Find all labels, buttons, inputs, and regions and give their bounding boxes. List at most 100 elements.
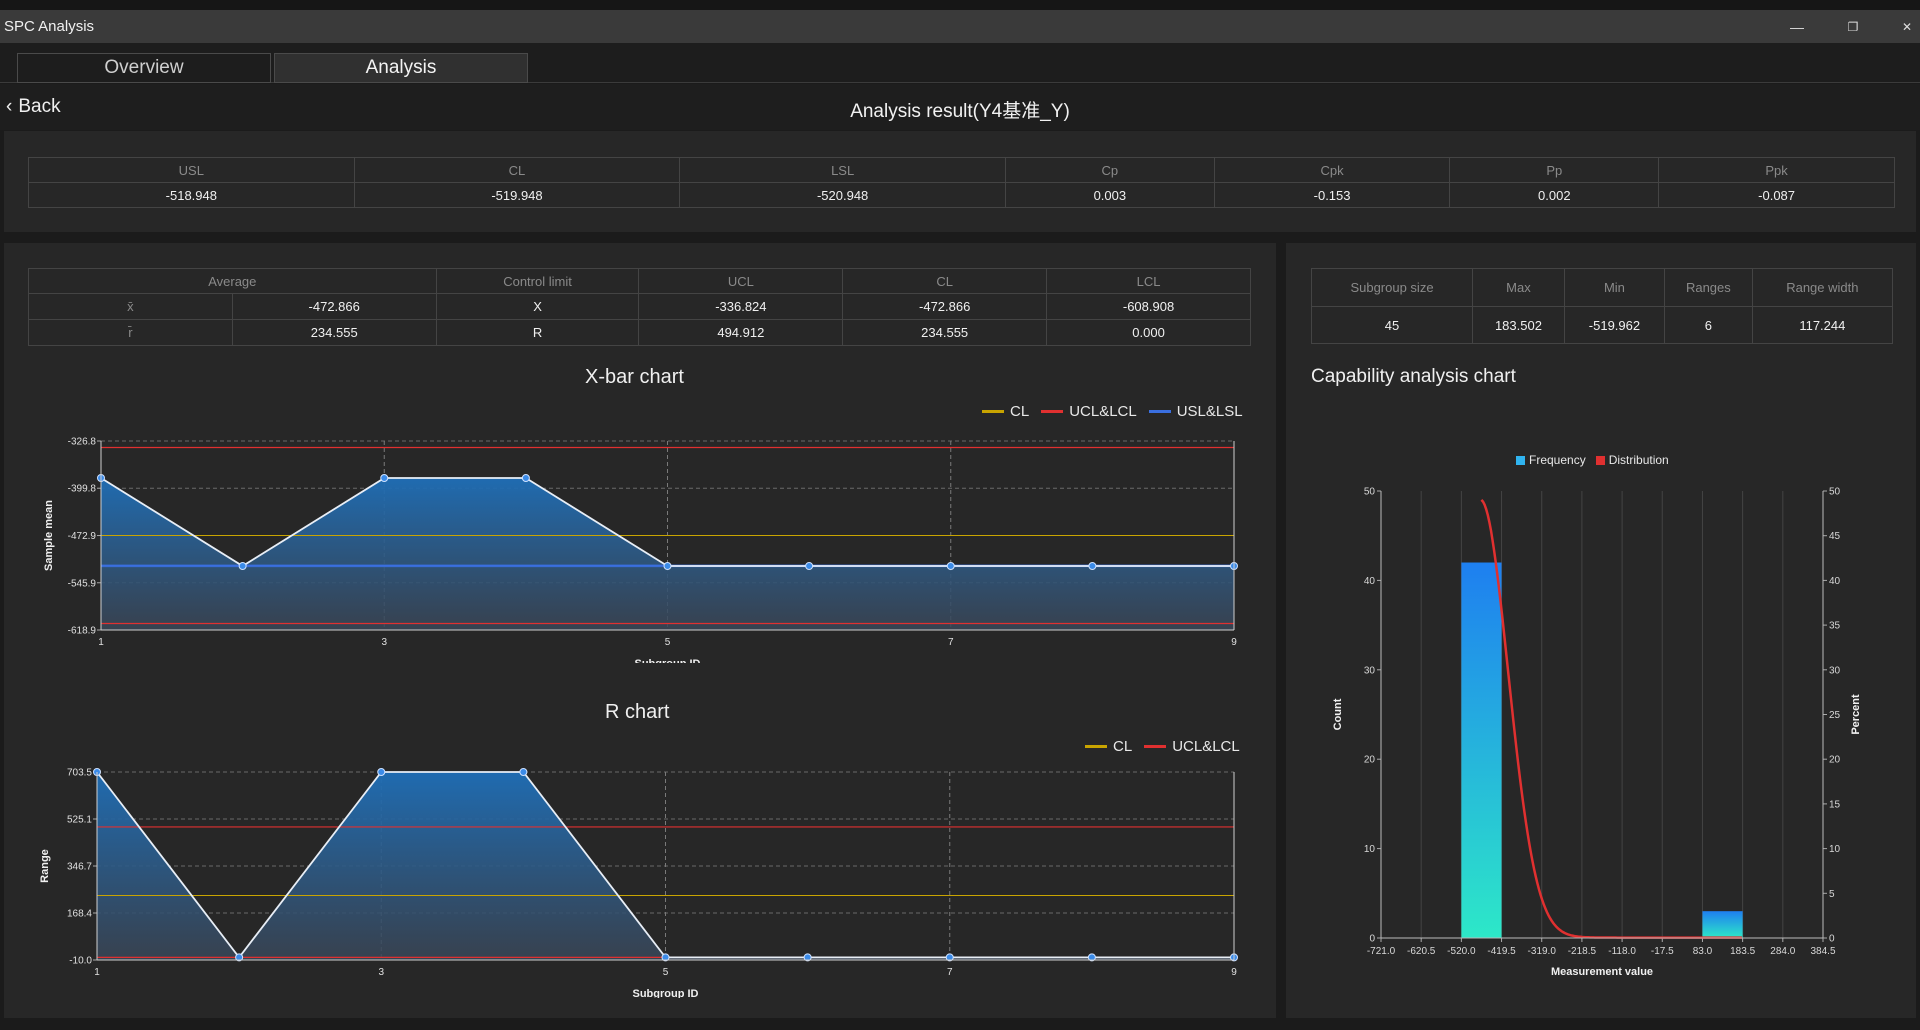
header-lsl: LSL [679, 157, 1006, 183]
xbar-chart-title: X-bar chart [585, 366, 684, 388]
x-tick-label: 5 [665, 637, 671, 648]
tab-overview[interactable]: Overview [17, 53, 271, 83]
data-point [235, 953, 244, 962]
legend-usl-lsl-swatch [1148, 410, 1171, 413]
xbar-chart: -326.8 -399.8 -472.9 -545.9 -618.91 3 5 7 9 Subgr… [43, 437, 1238, 663]
left-tick-label: 0 [1369, 934, 1375, 945]
data-point [661, 953, 670, 962]
value-cpk: -0.153 [1213, 182, 1451, 208]
x-axis-title: Subgroup ID [635, 658, 701, 663]
value-cl: -519.948 [353, 182, 681, 208]
left-axis-title: Count [1332, 698, 1344, 730]
header-cl: CL [842, 268, 1048, 294]
right-tick-label: 5 [1829, 889, 1835, 900]
x-tick-label: 7 [947, 967, 953, 978]
legend-frequency: Frequency [1516, 453, 1586, 467]
capability-chart-title: Capability analysis chart [1311, 366, 1516, 387]
back-button[interactable]: ‹ Back [6, 96, 61, 118]
x-tick-label: 83.0 [1693, 946, 1713, 957]
value-min: -519.962 [1563, 306, 1666, 344]
header-subgroup-size: Subgroup size [1310, 268, 1474, 307]
legend-cl-label: CL [1113, 738, 1133, 755]
data-point [946, 562, 955, 571]
window-title: SPC Analysis [4, 18, 95, 35]
minimize-icon[interactable]: — [1790, 18, 1804, 35]
legend-ucl-lcl: UCL&LCL [1041, 403, 1137, 420]
row-r-label: R [435, 319, 640, 346]
row-xbar-cl: -472.866 [842, 293, 1048, 320]
legend-frequency-swatch [1516, 455, 1525, 465]
restore-icon[interactable]: ❐ [1847, 19, 1859, 34]
legend-cl: CL [1085, 738, 1132, 755]
right-tick-label: 30 [1829, 665, 1841, 676]
xbar-legend: CL UCL&LCL USL&LSL [982, 403, 1243, 420]
capability-panel: Subgroup size Max Min Ranges Range width… [1286, 243, 1916, 1018]
x-tick-label: -17.5 [1651, 946, 1674, 957]
data-point [803, 953, 812, 962]
header-min: Min [1563, 268, 1666, 307]
data-point [805, 562, 814, 571]
value-max: 183.502 [1472, 306, 1565, 344]
header-ppk: Ppk [1658, 157, 1895, 183]
row-xbar-label: X [435, 293, 640, 320]
x-tick-label: 1 [94, 967, 100, 978]
data-point [238, 562, 247, 571]
y-tick-label: 346.7 [67, 862, 92, 873]
value-ranges: 6 [1664, 306, 1753, 344]
right-tick-label: 40 [1829, 576, 1841, 587]
value-pp: 0.002 [1449, 182, 1660, 208]
r-chart: 703.5 525.1 346.7 168.4 -10.01 3 5 7 9 Subgroup I… [39, 768, 1238, 998]
r-chart-title: R chart [605, 701, 670, 723]
header-cl: CL [353, 157, 681, 183]
capability-chart: -721.0 -620.5 -520.0 -419.5 -319.0 -218.5 -118… [1332, 487, 1862, 979]
tab-bar: Overview Analysis [0, 43, 1920, 83]
header-pp: Pp [1449, 157, 1660, 183]
frequency-bar [1461, 562, 1502, 938]
x-tick-label: -218.5 [1568, 946, 1597, 957]
subgroup-table: Subgroup size Max Min Ranges Range width… [1310, 268, 1894, 344]
left-tick-label: 30 [1364, 665, 1376, 676]
right-tick-label: 15 [1829, 799, 1841, 810]
control-chart-panel: Average Control limit UCL CL LCL x̄ -472… [4, 243, 1276, 1018]
x-tick-label: 384.5 [1810, 946, 1835, 957]
x-tick-label: -319.0 [1528, 946, 1557, 957]
legend-usl-lsl-label: USL&LSL [1176, 403, 1243, 420]
control-limit-table: Average Control limit UCL CL LCL x̄ -472… [28, 268, 1251, 346]
r-legend: CL UCL&LCL [1085, 738, 1240, 755]
header-average: Average [28, 268, 437, 294]
value-subgroup-size: 45 [1310, 306, 1474, 344]
row-xbar-lcl: -608.908 [1046, 293, 1251, 320]
legend-cl-swatch [1085, 745, 1107, 748]
row-xbar-symbol: x̄ [28, 293, 233, 320]
data-point [945, 953, 954, 962]
back-label: Back [18, 96, 61, 117]
value-range-width: 117.244 [1751, 306, 1894, 344]
y-tick-label: 525.1 [67, 815, 92, 826]
close-icon[interactable]: ✕ [1901, 19, 1913, 34]
right-tick-label: 45 [1829, 531, 1841, 542]
row-r-lcl: 0.000 [1046, 319, 1251, 346]
tab-analysis[interactable]: Analysis [274, 53, 528, 83]
x-tick-label: 183.5 [1730, 946, 1755, 957]
x-tick-label: 9 [1231, 637, 1237, 648]
y-tick-label: -326.8 [68, 437, 97, 448]
legend-cl: CL [982, 403, 1029, 420]
x-tick-label: 7 [948, 637, 954, 648]
header-cp: Cp [1004, 157, 1215, 183]
title-bar: SPC Analysis — ❐ ✕ [0, 10, 1920, 43]
left-tick-label: 10 [1364, 844, 1376, 855]
x-tick-label: 284.0 [1770, 946, 1795, 957]
header-ranges: Ranges [1664, 268, 1753, 307]
legend-cl-swatch [982, 410, 1004, 413]
right-axis-title: Percent [1850, 694, 1862, 735]
capability-summary-panel: USL CL LSL Cp Cpk Pp Ppk -518.948 -519.9… [4, 131, 1916, 232]
x-tick-label: 3 [381, 637, 387, 648]
x-tick-label: 1 [98, 637, 104, 648]
row-r-average: 234.555 [231, 319, 437, 346]
x-tick-label: -721.0 [1367, 946, 1396, 957]
chevron-left-icon: ‹ [6, 96, 13, 117]
data-point [519, 768, 528, 776]
row-r-ucl: 494.912 [638, 319, 844, 346]
right-tick-label: 20 [1829, 755, 1841, 766]
row-xbar-ucl: -336.824 [638, 293, 844, 320]
